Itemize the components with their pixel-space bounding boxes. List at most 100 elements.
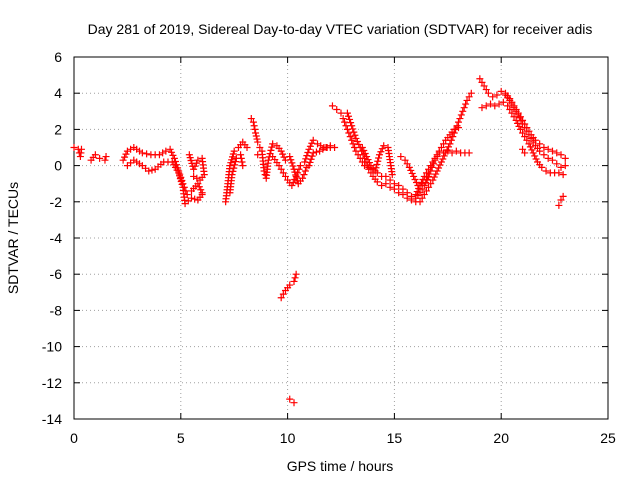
data-point <box>540 144 548 151</box>
y-tick-label: -2 <box>50 194 63 210</box>
data-point <box>326 142 334 150</box>
data-point <box>373 161 381 169</box>
data-point <box>508 109 516 117</box>
data-point <box>148 166 156 174</box>
data-point <box>430 173 438 181</box>
data-point <box>514 119 522 127</box>
data-point <box>287 156 295 164</box>
data-point <box>353 137 361 145</box>
data-point <box>77 145 85 153</box>
data-point <box>521 133 529 141</box>
data-point <box>499 98 507 106</box>
y-tick-label: -4 <box>50 230 63 246</box>
data-point <box>429 176 437 184</box>
data-point <box>432 170 440 178</box>
y-tick-label: -6 <box>50 266 63 282</box>
data-point <box>487 100 495 108</box>
data-point <box>548 147 556 155</box>
data-point <box>484 89 492 97</box>
data-point <box>306 142 314 150</box>
data-point <box>290 277 298 285</box>
data-point <box>544 154 552 162</box>
data-point <box>291 175 299 183</box>
data-point <box>395 182 403 190</box>
data-point <box>397 153 405 161</box>
data-point <box>440 149 448 157</box>
data-points <box>70 75 569 407</box>
data-point <box>168 148 176 156</box>
data-point <box>512 116 520 124</box>
data-point <box>279 150 287 158</box>
y-tick-label: -10 <box>42 339 62 355</box>
data-point <box>191 195 199 203</box>
data-point <box>407 166 415 174</box>
y-tick-label: 6 <box>54 49 62 65</box>
data-point <box>452 147 460 155</box>
y-tick-label: 0 <box>54 158 62 174</box>
data-point <box>119 156 127 164</box>
data-point <box>121 153 129 161</box>
data-point <box>308 152 316 160</box>
data-point <box>339 115 347 123</box>
data-point <box>504 102 512 110</box>
data-point <box>350 128 358 136</box>
data-point <box>529 149 537 157</box>
x-tick-label: 0 <box>70 430 78 446</box>
data-point <box>517 117 525 125</box>
data-point <box>482 102 490 110</box>
x-tick-label: 5 <box>177 430 185 446</box>
data-point <box>102 153 110 161</box>
data-point <box>519 120 527 128</box>
grid <box>74 57 608 419</box>
data-point <box>195 183 203 191</box>
data-point <box>482 86 490 94</box>
data-point <box>514 111 522 119</box>
data-point <box>275 162 283 170</box>
data-point <box>230 164 238 172</box>
data-point <box>388 171 396 179</box>
data-point <box>367 169 375 177</box>
data-point <box>162 147 170 155</box>
data-point <box>422 187 430 195</box>
data-point <box>252 132 260 140</box>
data-point <box>169 151 177 159</box>
data-point <box>410 172 418 180</box>
data-point <box>413 188 421 196</box>
data-point <box>145 167 153 175</box>
data-point <box>294 169 302 177</box>
data-point <box>292 270 300 278</box>
data-point <box>230 147 238 155</box>
data-point <box>444 147 452 155</box>
data-point <box>307 155 315 163</box>
data-point <box>365 159 373 167</box>
data-point <box>526 143 534 151</box>
data-point <box>510 113 518 121</box>
data-point <box>349 140 357 148</box>
x-tick-label: 25 <box>600 430 616 446</box>
data-point <box>243 144 251 151</box>
data-point <box>425 183 433 191</box>
data-point <box>333 105 341 113</box>
data-point <box>506 96 514 104</box>
data-point <box>405 163 413 171</box>
data-point <box>96 154 104 162</box>
data-point <box>418 194 426 202</box>
data-point <box>288 159 296 167</box>
data-point <box>308 139 316 147</box>
data-point <box>358 144 366 151</box>
data-point <box>462 100 470 108</box>
data-point <box>341 118 349 126</box>
data-point <box>346 133 354 141</box>
data-point <box>351 131 359 139</box>
data-point <box>437 158 445 166</box>
data-point <box>463 96 471 104</box>
data-point <box>516 114 524 122</box>
data-point <box>194 180 202 188</box>
data-point <box>91 151 99 159</box>
data-point <box>415 185 423 193</box>
data-point <box>529 138 537 146</box>
data-point <box>480 82 488 90</box>
data-point <box>291 274 299 282</box>
data-point <box>343 109 351 117</box>
